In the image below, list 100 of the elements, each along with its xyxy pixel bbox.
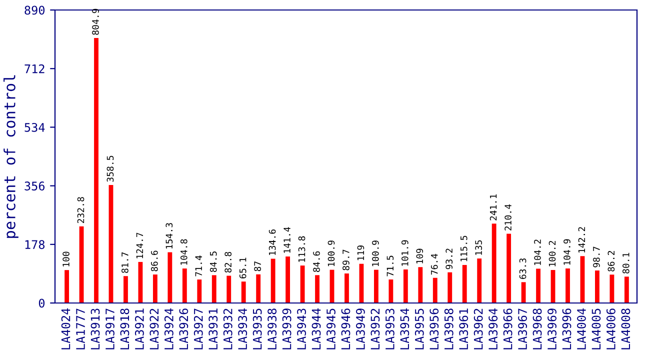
- data-label: 113.8: [298, 236, 306, 262]
- x-tick-label: LA3931: [208, 308, 218, 350]
- data-label: 109: [416, 248, 424, 264]
- bar: [241, 282, 246, 303]
- bar: [108, 184, 114, 303]
- bar: [566, 268, 570, 303]
- data-label: 241.1: [490, 194, 497, 220]
- x-tick-label: LA3935: [252, 308, 262, 350]
- x-tick-label: LA4005: [592, 308, 601, 350]
- data-label: 210.4: [504, 204, 512, 230]
- data-label: 135: [475, 240, 482, 255]
- bar: [448, 272, 452, 303]
- data-label: 84.6: [313, 251, 320, 272]
- bar: [94, 38, 98, 303]
- x-tick-label: LA3944: [312, 308, 321, 350]
- x-tick-label: LA4008: [621, 308, 630, 350]
- x-tick-label: LA3996: [562, 308, 572, 350]
- data-label: 80.1: [622, 252, 630, 274]
- y-tick-label: 178: [25, 240, 45, 250]
- data-label: 141.4: [284, 227, 290, 253]
- x-tick-label: LA3961: [459, 308, 468, 350]
- bar: [270, 258, 276, 303]
- x-tick-label: LA3917: [106, 308, 114, 350]
- bar: [182, 268, 187, 303]
- x-tick-label: LA3967: [518, 308, 528, 350]
- data-label: 154.3: [166, 223, 173, 248]
- data-label: 93.2: [446, 248, 453, 270]
- bar: [152, 274, 158, 303]
- data-label: 81.7: [122, 252, 128, 273]
- bar: [521, 282, 526, 303]
- bar: [138, 262, 143, 303]
- data-label: 100: [62, 252, 70, 266]
- x-tick-label: LA3934: [238, 308, 248, 350]
- x-tick-label: LA3927: [194, 308, 203, 350]
- x-tick-label: LA3962: [474, 308, 483, 350]
- x-tick-label: LA3943: [297, 308, 306, 350]
- data-label: 87: [254, 262, 261, 272]
- bar: [315, 275, 320, 303]
- bar: [197, 279, 202, 303]
- x-tick-label: LA3968: [532, 308, 542, 350]
- x-tick-label: LA3926: [179, 308, 188, 350]
- y-tick-label: 534: [24, 122, 45, 132]
- x-tick-label: LA1777: [76, 308, 85, 350]
- x-tick-label: LA3918: [120, 308, 130, 350]
- y-axis-title: percent of control: [4, 75, 18, 238]
- data-label: 142.2: [578, 227, 585, 252]
- bar: [403, 269, 408, 303]
- bar: [256, 274, 261, 303]
- x-tick-label: LA3969: [548, 308, 556, 350]
- bar: [624, 276, 629, 303]
- data-label: 100.2: [548, 240, 556, 266]
- data-label: 89.7: [342, 250, 350, 270]
- data-label: 63.3: [519, 258, 526, 279]
- data-label: 232.8: [77, 197, 84, 224]
- data-label: 71.4: [195, 256, 202, 276]
- data-label: 124.7: [136, 232, 143, 258]
- data-label: 84.5: [210, 252, 217, 272]
- data-label: 76.4: [430, 254, 438, 275]
- x-tick-label: LA3946: [341, 308, 350, 350]
- x-tick-label: LA3953: [385, 308, 394, 350]
- bar: [286, 256, 290, 303]
- x-tick-label: LA4006: [606, 308, 616, 350]
- data-label: 86.2: [608, 251, 615, 272]
- bar: [536, 268, 540, 303]
- data-label: 104.9: [564, 239, 570, 265]
- data-label: 358.5: [106, 156, 114, 182]
- data-label: 86.6: [151, 250, 158, 272]
- x-tick-label: LA3964: [488, 308, 498, 350]
- bar: [580, 256, 585, 303]
- data-label: 104.8: [180, 239, 188, 265]
- y-tick-label: 356: [24, 182, 45, 190]
- data-label: 115.5: [460, 236, 468, 262]
- data-label: 134.6: [268, 229, 276, 255]
- bar: [477, 258, 482, 303]
- bar: [610, 274, 614, 303]
- x-tick-label: LA3945: [326, 308, 336, 350]
- bar: [168, 252, 172, 303]
- bar: [226, 276, 232, 303]
- bar: [506, 234, 512, 303]
- data-label: 119: [357, 245, 364, 260]
- x-tick-label: LA3924: [164, 308, 174, 350]
- y-tick-label: 712: [24, 64, 44, 74]
- x-tick-label: LA3922: [150, 308, 159, 350]
- x-tick-label: LA3949: [356, 308, 365, 350]
- bar: [492, 224, 496, 303]
- x-tick-label: LA3952: [370, 308, 380, 350]
- bar: [595, 270, 600, 303]
- data-label: 104.2: [534, 240, 541, 265]
- x-tick-label: LA4024: [61, 308, 70, 350]
- data-label: 71.5: [386, 256, 394, 276]
- data-label: 65.1: [239, 258, 246, 278]
- bar: [344, 273, 349, 303]
- x-tick-label: LA3938: [268, 308, 277, 350]
- bar: [374, 270, 378, 303]
- bar: [418, 267, 423, 303]
- bar: [432, 278, 438, 303]
- bar: [64, 270, 69, 303]
- data-label: 98.7: [593, 246, 600, 268]
- data-label: 804.9: [92, 8, 99, 35]
- bar: [124, 276, 128, 303]
